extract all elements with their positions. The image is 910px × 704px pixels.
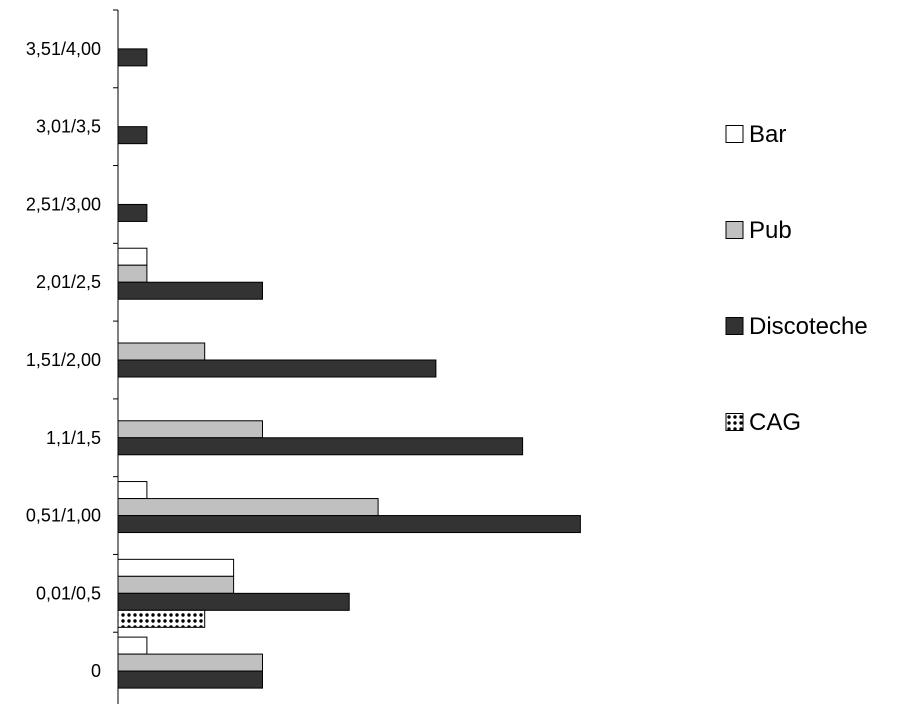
bar-bar (117, 481, 148, 500)
legend-swatch-bar (725, 125, 744, 143)
bar-pub (117, 653, 263, 672)
legend: Bar Pub Discoteche CAG (725, 121, 868, 436)
bar-bar (117, 558, 235, 577)
bar-discoteche (117, 126, 148, 145)
y-tick-label: 0 (91, 661, 101, 681)
y-tick-label: 3,51/4,00 (26, 39, 101, 59)
bar-cag (117, 609, 206, 628)
y-tick-label: 1,51/2,00 (26, 350, 101, 370)
legend-swatch-discoteche (725, 317, 744, 335)
bar-pub (117, 420, 263, 439)
y-tick-label: 1,1/1,5 (46, 428, 101, 448)
y-tick-label: 3,01/3,5 (36, 117, 101, 137)
bars-layer (117, 48, 581, 689)
legend-label-bar: Bar (749, 121, 786, 148)
bar-pub (117, 264, 148, 283)
bar-discoteche (117, 203, 148, 222)
y-tick-label: 2,01/2,5 (36, 272, 101, 292)
y-tick-label: 0,51/1,00 (26, 506, 101, 526)
legend-label-discoteche: Discoteche (749, 313, 868, 340)
bar-discoteche (117, 437, 524, 456)
bar-discoteche (117, 281, 263, 300)
bar-discoteche (117, 670, 263, 689)
y-tick-label: 2,51/3,00 (26, 194, 101, 214)
bar-discoteche (117, 359, 437, 378)
y-axis: 0 0,01/0,5 0,51/1,00 1,1/1,5 1,51/2,00 2,01/2… (26, 9, 119, 704)
bar-discoteche (117, 48, 148, 67)
bar-discoteche (117, 515, 581, 534)
bar-pub (117, 575, 235, 594)
bar-discoteche (117, 592, 350, 611)
bar-bar (117, 636, 148, 655)
legend-swatch-cag (725, 413, 744, 431)
y-tick-label: 0,01/0,5 (36, 583, 101, 603)
legend-label-pub: Pub (749, 217, 792, 244)
bar-bar (117, 247, 148, 266)
bar-pub (117, 342, 206, 361)
bar-pub (117, 498, 379, 517)
legend-label-cag: CAG (749, 409, 801, 436)
legend-swatch-pub (725, 221, 744, 239)
